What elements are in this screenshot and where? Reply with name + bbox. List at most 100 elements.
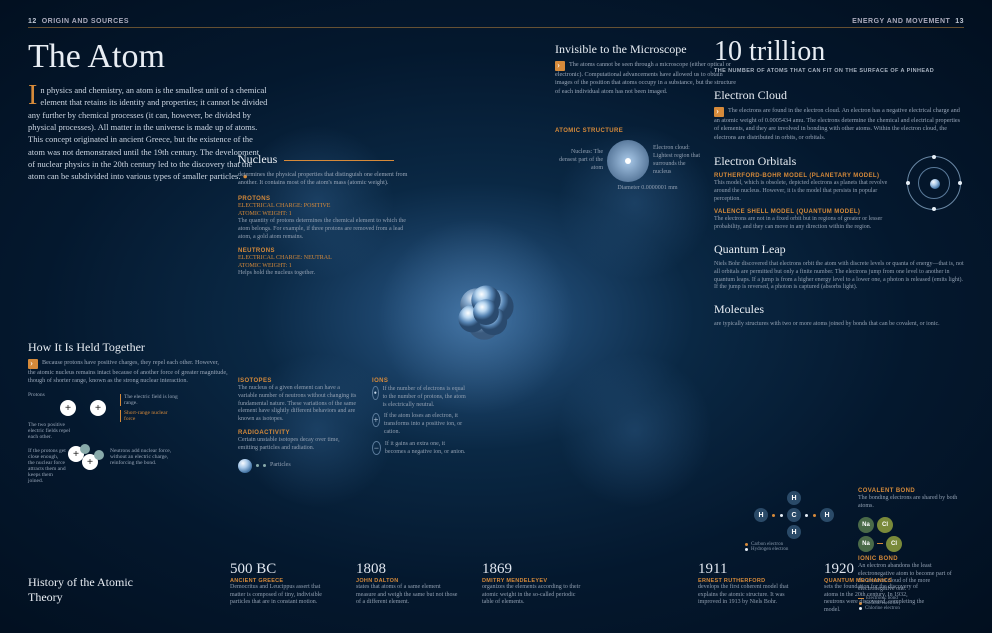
held-together: How It Is Held Together Because protons … <box>28 340 228 487</box>
held-body-wrap: Because protons have positive charges, t… <box>28 359 228 386</box>
orbitals-title: Electron Orbitals <box>714 154 894 169</box>
ion-dot-cation: + <box>372 413 380 427</box>
structure-diameter: Diameter 0.0000001 mm <box>555 185 740 193</box>
t3-year: 1911 <box>698 561 802 578</box>
ecloud-body: The electrons are found in the electron … <box>714 107 960 141</box>
page-num-right: 13 <box>955 18 964 25</box>
isotopes-body: The nucleus of a given element can have … <box>238 385 358 424</box>
nucleus-desc: determines the physical properties that … <box>238 171 418 188</box>
ions-a: If the number of electrons is equal to t… <box>383 386 467 409</box>
particles-label: Particles <box>270 462 291 470</box>
t0-body: Democritus and Leucippus assert that mat… <box>230 584 334 607</box>
structure-atom <box>607 140 649 182</box>
proton-2: + <box>90 400 106 416</box>
col-right: 10 trillion THE NUMBER OF ATOMS THAT CAN… <box>714 36 964 329</box>
lbl-neutrons: Neutrons add nuclear force, without an e… <box>110 448 180 466</box>
arrow-icon-2 <box>555 61 565 71</box>
timeline-2: 1869 DMITRY MENDELEYEV organizes the ele… <box>482 561 586 615</box>
invisible-body: The atoms cannot be seen through a micro… <box>555 61 736 95</box>
timeline: 500 BC ANCIENT GREECE Democritus and Leu… <box>230 561 964 615</box>
neutron-1 <box>80 444 90 454</box>
timeline-4: 1920 QUANTUM MECHANICS sets the foundati… <box>824 561 928 615</box>
cov-body: The bonding electrons are shared by both… <box>858 495 958 511</box>
protons-body: The quantity of protons determines the c… <box>238 218 418 241</box>
particle-sphere <box>238 459 252 473</box>
protons-l1: ELECTRICAL CHARGE: POSITIVE <box>238 203 418 211</box>
atom-Cl: Cl <box>877 517 893 533</box>
t2-body: organizes the elements according to thei… <box>482 584 586 607</box>
model1-body: This model, which is obsolete, depicted … <box>714 180 894 203</box>
atom-H3: H <box>820 508 834 522</box>
cov-head: COVALENT BOND <box>858 488 958 494</box>
t4-body: sets the foundation for the discovery of… <box>824 584 928 615</box>
invisible-title: Invisible to the Microscope <box>555 42 740 57</box>
quantum-title: Quantum Leap <box>714 242 964 257</box>
section-right: ENERGY AND MOVEMENT <box>852 18 950 25</box>
neutrons-l1: ELECTRICAL CHARGE: NEUTRAL <box>238 255 418 263</box>
neutrons-body: Helps hold the nucleus together. <box>238 270 418 278</box>
dropcap: I <box>28 84 40 108</box>
main-title: The Atom <box>28 38 268 76</box>
atom-Na2: Na <box>858 536 874 552</box>
timeline-3: 1911 ERNEST RUTHERFORD develops the firs… <box>698 561 802 615</box>
invisible-body-wrap: The atoms cannot be seen through a micro… <box>555 61 740 96</box>
t3-body: develops the first coherent model that e… <box>698 584 802 607</box>
quantum-body: Niels Bohr discovered that electrons orb… <box>714 261 964 292</box>
t1-body: states that atoms of a same element meas… <box>356 584 460 607</box>
page-num-left: 12 <box>28 18 37 25</box>
ecloud-title: Electron Cloud <box>714 88 964 103</box>
intro-paragraph: In physics and chemistry, an atom is the… <box>28 84 268 183</box>
molecules-body: are typically structures with two or mor… <box>714 321 964 329</box>
atom-H: H <box>787 491 801 505</box>
history-title: History of the Atomic Theory <box>28 575 148 609</box>
isotopes: ISOTOPES The nucleus of a given element … <box>238 378 358 473</box>
model2-head: VALENCE SHELL MODEL (QUANTUM MODEL) <box>714 209 894 215</box>
lbl-short: Short-range nuclear force <box>120 410 180 422</box>
arrow-icon <box>28 359 38 369</box>
trillion-sub: THE NUMBER OF ATOMS THAT CAN FIT ON THE … <box>714 68 964 74</box>
radio-title: RADIOACTIVITY <box>238 430 358 436</box>
structure-nuc: Nucleus: The densest part of the atom <box>555 149 607 172</box>
held-title: How It Is Held Together <box>28 340 228 355</box>
structure-cloud: Electron cloud: Lightest region that sur… <box>649 145 705 176</box>
t0-year: 500 BC <box>230 561 334 578</box>
atom-Cl2: Cl <box>886 536 902 552</box>
held-body: Because protons have positive charges, t… <box>28 359 228 384</box>
ecloud-body-wrap: The electrons are found in the electron … <box>714 107 964 142</box>
radio-body: Certain unstable isotopes decay over tim… <box>238 437 358 453</box>
intro-text: n physics and chemistry, an atom is the … <box>28 85 267 181</box>
nucleus-title: Nucleus <box>238 152 418 167</box>
t2-year: 1869 <box>482 561 586 578</box>
ions-title: IONS <box>372 378 467 384</box>
protons-head: PROTONS <box>238 196 418 202</box>
lbl-protons: Protons <box>28 392 45 398</box>
t1-year: 1808 <box>356 561 460 578</box>
timeline-0: 500 BC ANCIENT GREECE Democritus and Leu… <box>230 561 334 615</box>
atom-illustration <box>440 268 532 360</box>
held-diagram: Protons + + The electric field is long r… <box>28 392 208 487</box>
arrow-icon-3 <box>714 107 724 117</box>
orbital-diagram <box>907 156 961 210</box>
leg-hydrogen: Hydrogen electron <box>751 547 788 552</box>
ions-b: If the atom loses an electron, it transf… <box>384 413 467 436</box>
trillion-number: 10 trillion <box>714 36 964 68</box>
ion-dot-anion: − <box>372 441 381 455</box>
section-left: ORIGIN AND SOURCES <box>42 18 129 25</box>
t4-year: 1920 <box>824 561 928 578</box>
neutrons-l2: ATOMIC WEIGHT: 1 <box>238 263 418 271</box>
atom-Na: Na <box>858 517 874 533</box>
timeline-1: 1808 JOHN DALTON states that atoms of a … <box>356 561 460 615</box>
history-title-text: History of the Atomic Theory <box>28 575 148 605</box>
model1-head: RUTHERFORD-BOHR MODEL (PLANETARY MODEL) <box>714 173 894 179</box>
lbl-repel: The two positive electric fields repel e… <box>28 422 72 440</box>
ions-c: If it gains an extra one, it becomes a n… <box>385 441 467 458</box>
atom-H4: H <box>787 525 801 539</box>
lbl-efield: The electric field is long range. <box>120 394 180 406</box>
nucleus-section: Nucleus determines the physical properti… <box>238 152 418 278</box>
col-left: The Atom In physics and chemistry, an at… <box>28 38 268 183</box>
lbl-close: If the protons get close enough, the nuc… <box>28 448 66 484</box>
ion-dot-neutral: • <box>372 386 379 400</box>
page-header: 12 ORIGIN AND SOURCES ENERGY AND MOVEMEN… <box>28 18 964 28</box>
ions: IONS • If the number of electrons is equa… <box>372 378 467 458</box>
structure-diagram: ATOMIC STRUCTURE Nucleus: The densest pa… <box>555 128 740 193</box>
